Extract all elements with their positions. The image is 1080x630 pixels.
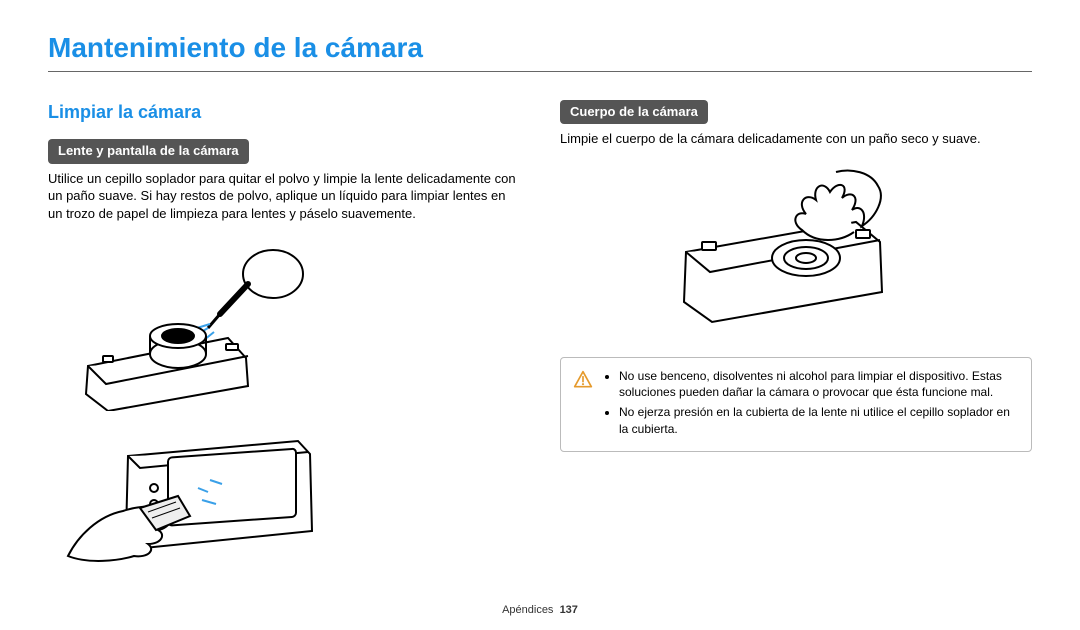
hand-screen-illustration [48,416,348,566]
section-heading: Limpiar la cámara [48,100,520,125]
left-column: Limpiar la cámara Lente y pantalla de la… [48,100,520,571]
warning-box: No use benceno, disolventes ni alcohol p… [560,357,1032,452]
footer-page-number: 137 [560,604,578,616]
page-title: Mantenimiento de la cámara [48,28,1032,67]
blower-camera-illustration [48,236,348,411]
warning-list: No use benceno, disolventes ni alcohol p… [603,368,1019,441]
hand-body-illustration-wrap [560,162,1032,337]
hand-body-illustration [656,162,936,332]
footer-section: Apéndices [502,604,553,616]
warning-item: No ejerza presión en la cubierta de la l… [619,404,1019,436]
warning-icon [573,370,593,390]
body-instructions-text: Limpie el cuerpo de la cámara delicadame… [560,130,1032,148]
page-footer: Apéndices 137 [0,603,1080,618]
title-rule [48,71,1032,72]
illustrations-left [48,236,520,571]
lens-instructions-text: Utilice un cepillo soplador para quitar … [48,170,520,223]
right-column: Cuerpo de la cámara Limpie el cuerpo de … [560,100,1032,571]
content-columns: Limpiar la cámara Lente y pantalla de la… [48,100,1032,571]
subsection-pill-lens: Lente y pantalla de la cámara [48,139,249,163]
warning-item: No use benceno, disolventes ni alcohol p… [619,368,1019,400]
subsection-pill-body: Cuerpo de la cámara [560,100,708,124]
